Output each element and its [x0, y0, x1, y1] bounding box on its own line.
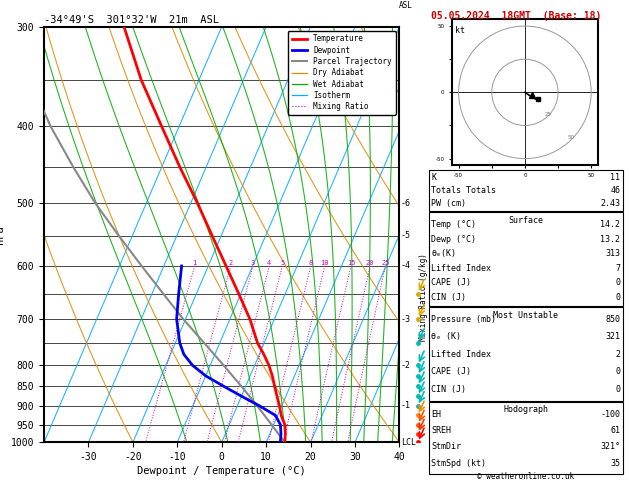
- Text: 0: 0: [615, 293, 620, 302]
- Text: Surface: Surface: [508, 216, 543, 225]
- Text: 14.2: 14.2: [600, 220, 620, 229]
- Text: 850: 850: [605, 315, 620, 324]
- Text: -3: -3: [401, 314, 411, 324]
- Text: 20: 20: [366, 260, 374, 266]
- Text: Mixing Ratio (g/kg): Mixing Ratio (g/kg): [419, 253, 428, 341]
- Text: StmSpd (kt): StmSpd (kt): [431, 459, 486, 468]
- Text: -2: -2: [401, 361, 411, 370]
- Text: 46: 46: [610, 186, 620, 195]
- Text: -34°49'S  301°32'W  21m  ASL: -34°49'S 301°32'W 21m ASL: [44, 15, 219, 25]
- Text: 7: 7: [615, 264, 620, 273]
- Text: StmDir: StmDir: [431, 442, 462, 451]
- Text: K: K: [431, 173, 437, 182]
- Text: 5: 5: [280, 260, 284, 266]
- Text: Dewp (°C): Dewp (°C): [431, 235, 477, 243]
- Text: km
ASL: km ASL: [399, 0, 413, 10]
- Text: 2: 2: [615, 350, 620, 359]
- Text: 11: 11: [610, 173, 620, 182]
- Text: 3: 3: [251, 260, 255, 266]
- Text: 25: 25: [381, 260, 389, 266]
- Text: 2.43: 2.43: [600, 199, 620, 208]
- Text: Most Unstable: Most Unstable: [493, 311, 559, 320]
- Text: 2: 2: [228, 260, 233, 266]
- Text: kt: kt: [455, 26, 465, 35]
- Text: 321: 321: [605, 332, 620, 341]
- Text: CAPE (J): CAPE (J): [431, 367, 472, 376]
- Y-axis label: hPa: hPa: [0, 225, 5, 244]
- Text: 313: 313: [605, 249, 620, 258]
- Text: 05.05.2024  18GMT  (Base: 18): 05.05.2024 18GMT (Base: 18): [431, 11, 601, 21]
- Text: -1: -1: [401, 401, 411, 410]
- Text: Temp (°C): Temp (°C): [431, 220, 477, 229]
- Text: θₑ(K): θₑ(K): [431, 249, 457, 258]
- Text: 15: 15: [347, 260, 355, 266]
- Text: 50: 50: [568, 135, 575, 140]
- Text: -100: -100: [600, 410, 620, 419]
- Text: 0: 0: [615, 367, 620, 376]
- Text: SREH: SREH: [431, 426, 452, 435]
- Text: 1: 1: [192, 260, 197, 266]
- Text: CIN (J): CIN (J): [431, 384, 467, 394]
- X-axis label: Dewpoint / Temperature (°C): Dewpoint / Temperature (°C): [137, 466, 306, 476]
- Text: LCL: LCL: [401, 438, 416, 447]
- Text: 0: 0: [615, 278, 620, 287]
- Text: 0: 0: [615, 384, 620, 394]
- Text: 10: 10: [321, 260, 329, 266]
- Text: © weatheronline.co.uk: © weatheronline.co.uk: [477, 472, 574, 481]
- Text: 61: 61: [610, 426, 620, 435]
- Text: 25: 25: [545, 111, 552, 117]
- Text: 321°: 321°: [600, 442, 620, 451]
- Text: Lifted Index: Lifted Index: [431, 350, 491, 359]
- Text: 4: 4: [267, 260, 272, 266]
- Text: Lifted Index: Lifted Index: [431, 264, 491, 273]
- Text: 13.2: 13.2: [600, 235, 620, 243]
- Legend: Temperature, Dewpoint, Parcel Trajectory, Dry Adiabat, Wet Adiabat, Isotherm, Mi: Temperature, Dewpoint, Parcel Trajectory…: [288, 31, 396, 115]
- Text: Hodograph: Hodograph: [503, 405, 548, 415]
- Text: -5: -5: [401, 231, 411, 241]
- Text: Totals Totals: Totals Totals: [431, 186, 496, 195]
- Text: CIN (J): CIN (J): [431, 293, 467, 302]
- Text: 35: 35: [610, 459, 620, 468]
- Text: θₑ (K): θₑ (K): [431, 332, 462, 341]
- Text: Pressure (mb): Pressure (mb): [431, 315, 496, 324]
- Text: CAPE (J): CAPE (J): [431, 278, 472, 287]
- Text: -6: -6: [401, 199, 411, 208]
- Text: -4: -4: [401, 261, 411, 270]
- Text: EH: EH: [431, 410, 442, 419]
- Text: PW (cm): PW (cm): [431, 199, 467, 208]
- Text: 8: 8: [309, 260, 313, 266]
